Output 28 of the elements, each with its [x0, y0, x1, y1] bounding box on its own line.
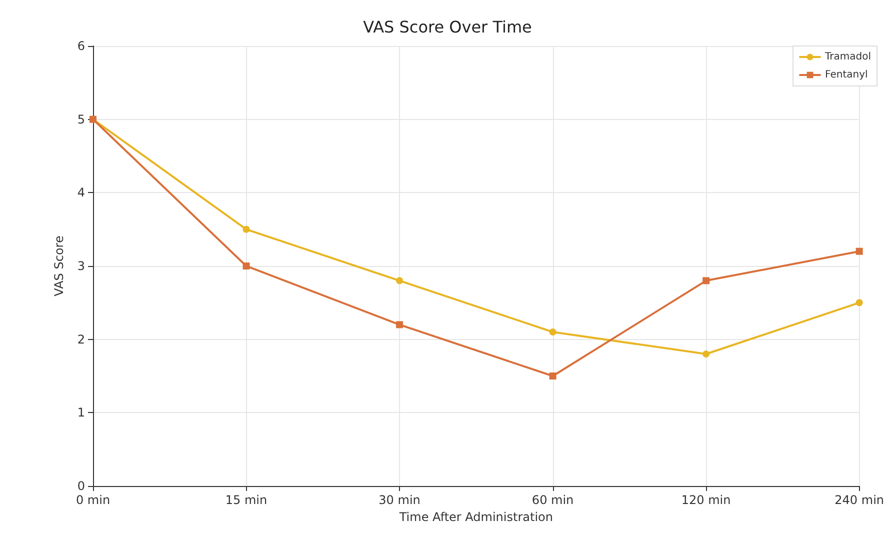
point	[856, 299, 863, 306]
y-tick-label: 6	[77, 39, 85, 53]
y-tick-label: 3	[77, 259, 85, 273]
y-tick-label: 0	[77, 479, 85, 493]
point	[242, 226, 250, 233]
x-tick-label: 0 min	[76, 493, 110, 507]
point	[702, 277, 710, 284]
point	[396, 321, 404, 328]
point	[396, 277, 404, 284]
point	[856, 248, 863, 255]
chart-title: VAS Score Over Time	[363, 18, 532, 36]
x-tick-label: 15 min	[225, 493, 268, 507]
x-tick-label: 120 min	[681, 493, 731, 507]
x-tick-label: 60 min	[532, 493, 574, 507]
point	[702, 350, 710, 358]
x-axis-title: Time After Administration	[398, 510, 553, 524]
x-tick-label: 240 min	[834, 493, 884, 507]
point	[242, 262, 250, 270]
legend-label: Tramadol	[824, 52, 872, 62]
legend-label: Fentanyl	[825, 70, 868, 80]
y-tick-label: 1	[77, 406, 85, 420]
y-tick-label: 4	[77, 186, 85, 200]
y-tick-label: 5	[77, 112, 85, 126]
y-tick-label: 2	[77, 332, 85, 346]
point	[549, 372, 556, 380]
point	[549, 328, 556, 336]
y-axis-title: VAS Score	[52, 236, 66, 296]
x-tick-label: 30 min	[378, 493, 420, 507]
